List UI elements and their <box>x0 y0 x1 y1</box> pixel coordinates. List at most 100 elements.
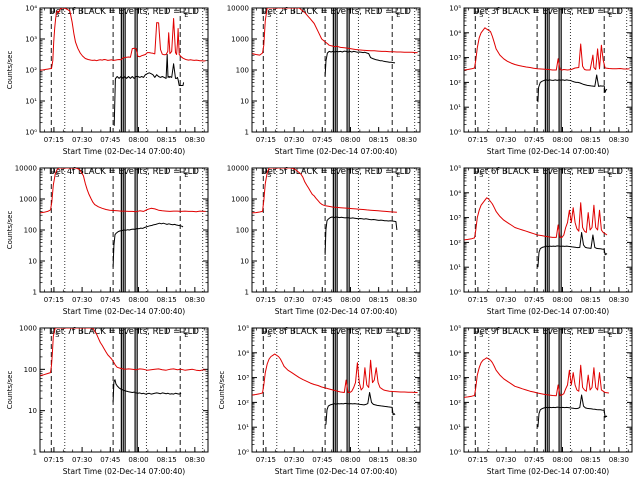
events-rate-line <box>112 222 184 268</box>
y-tick-label: 10² <box>449 79 461 87</box>
y-tick-label: 100 <box>24 227 37 235</box>
marker-label: S <box>479 171 483 179</box>
x-tick-label: 07:15 <box>256 136 276 144</box>
x-tick-label: 07:45 <box>100 456 120 464</box>
lld-rate-line <box>40 8 206 71</box>
x-tick-label: 07:45 <box>524 136 544 144</box>
x-tick-label: 08:30 <box>609 456 629 464</box>
x-tick-label: 07:45 <box>312 136 332 144</box>
x-tick-label: 07:45 <box>524 296 544 304</box>
x-tick-label: 08:00 <box>552 296 572 304</box>
plot-title: Det 6f BLACK = Events, RED = LLD <box>473 167 623 177</box>
plot-panel-7: Det 7f BLACK = Events, RED = LLD Counts/s… <box>6 325 209 476</box>
lld-rate-line <box>252 168 397 214</box>
x-tick-label: 08:15 <box>369 136 389 144</box>
plot-title: Det 7f BLACK = Events, RED = LLD <box>49 327 199 337</box>
plot-panel-5: Det 5f BLACK = Events, RED = LLD Start Ti… <box>227 165 421 316</box>
y-tick-label: 10⁰ <box>449 289 461 297</box>
y-tick-label: 10⁴ <box>449 189 461 197</box>
plot-panel-8: Det 8f BLACK = Events, RED = LLD Counts/s… <box>218 325 421 476</box>
x-tick-label: 08:00 <box>552 456 572 464</box>
y-tick-label: 10000 <box>227 5 249 13</box>
x-tick-label: 08:15 <box>581 136 601 144</box>
plot-frame <box>463 167 633 293</box>
y-tick-label: 1000 <box>231 36 249 44</box>
x-tick-label: 08:15 <box>157 296 177 304</box>
x-tick-label: 08:30 <box>609 296 629 304</box>
x-axis-label: Start Time (02-Dec-14 07:00:40) <box>487 147 609 156</box>
marker-label: S <box>267 11 271 19</box>
x-tick-label: 07:30 <box>72 136 92 144</box>
x-tick-label: 07:45 <box>100 296 120 304</box>
marker-label: E <box>184 331 188 339</box>
y-tick-label: 100 <box>236 67 249 75</box>
y-tick-label: 10⁵ <box>449 325 461 333</box>
x-tick-label: 08:00 <box>128 296 148 304</box>
y-tick-label: 10² <box>237 399 249 407</box>
x-tick-label: 08:15 <box>157 456 177 464</box>
x-tick-label: 07:15 <box>256 456 276 464</box>
y-tick-label: 10000 <box>227 165 249 173</box>
x-tick-label: 07:15 <box>44 296 64 304</box>
lld-rate-line <box>464 197 608 241</box>
y-tick-label: 10² <box>449 399 461 407</box>
x-tick-label: 08:00 <box>340 456 360 464</box>
y-tick-label: 10000 <box>15 165 37 173</box>
plot-panel-9: Det 9f BLACK = Events, RED = LLD Start Ti… <box>449 325 633 476</box>
y-tick-label: 10³ <box>25 36 37 44</box>
marker-label: E <box>396 331 400 339</box>
y-tick-label: 1 <box>33 449 37 457</box>
plot-frame <box>463 7 633 133</box>
marker-label: S <box>55 171 59 179</box>
events-rate-line <box>324 50 396 77</box>
x-tick-label: 07:30 <box>72 296 92 304</box>
events-rate-line <box>537 74 608 103</box>
x-tick-label: 07:15 <box>468 136 488 144</box>
plot-frame <box>251 327 421 453</box>
marker-label: E <box>396 171 400 179</box>
y-tick-label: 10¹ <box>25 98 37 106</box>
plot-panel-6: Det 6f BLACK = Events, RED = LLD Start Ti… <box>449 165 633 316</box>
y-tick-label: 10⁰ <box>449 129 461 137</box>
x-axis-label: Start Time (02-Dec-14 07:00:40) <box>275 147 397 156</box>
y-tick-label: 1 <box>245 289 249 297</box>
x-tick-label: 08:00 <box>340 296 360 304</box>
lld-rate-line <box>252 353 418 396</box>
plot-title: Det 9f BLACK = Events, RED = LLD <box>473 327 623 337</box>
events-rate-line <box>537 232 608 268</box>
events-rate-line <box>112 379 182 403</box>
y-tick-label: 100 <box>24 366 37 374</box>
x-tick-label: 08:30 <box>609 136 629 144</box>
plot-panel-4: Det 4f BLACK = Events, RED = LLD Counts/s… <box>6 165 209 316</box>
plot-panel-3: Det 3f BLACK = Events, RED = LLD Start Ti… <box>449 5 633 156</box>
y-tick-label: 10³ <box>449 374 461 382</box>
y-axis-label: Counts/sec <box>6 211 14 250</box>
lld-rate-line <box>40 328 206 376</box>
x-tick-label: 08:30 <box>185 296 205 304</box>
plot-title: Det 3f BLACK = Events, RED = LLD <box>473 7 623 17</box>
y-tick-label: 10⁵ <box>449 5 461 13</box>
y-tick-label: 10⁵ <box>237 325 249 333</box>
marker-label: S <box>55 331 59 339</box>
plot-title: Det 2f BLACK = Events, RED = LLD <box>261 7 411 17</box>
x-axis-label: Start Time (02-Dec-14 07:00:40) <box>275 467 397 476</box>
marker-label: E <box>608 11 612 19</box>
x-tick-label: 08:00 <box>128 136 148 144</box>
x-tick-label: 07:15 <box>44 456 64 464</box>
y-tick-label: 10¹ <box>449 264 461 272</box>
plot-title: Det 5f BLACK = Events, RED = LLD <box>261 167 411 177</box>
plot-title: Det 8f BLACK = Events, RED = LLD <box>261 327 411 337</box>
marker-label: S <box>267 171 271 179</box>
y-tick-label: 10⁴ <box>25 5 37 13</box>
x-tick-label: 07:15 <box>256 296 276 304</box>
y-tick-label: 1000 <box>231 196 249 204</box>
y-tick-label: 10 <box>240 258 249 266</box>
y-tick-label: 10¹ <box>237 424 249 432</box>
x-tick-label: 07:30 <box>284 296 304 304</box>
x-tick-label: 07:30 <box>496 456 516 464</box>
y-axis-label: Counts/sec <box>6 51 14 90</box>
